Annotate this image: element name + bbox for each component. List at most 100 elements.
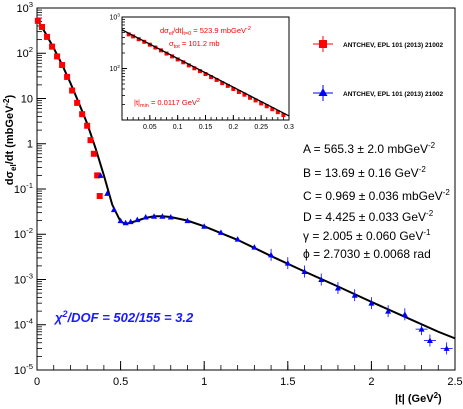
y-tick-label: 102 — [109, 64, 120, 73]
data-point-blue — [184, 217, 191, 224]
param-b: B = 13.69 ± 0.16 GeV-2 — [303, 165, 426, 180]
legend-triangle-marker — [318, 88, 328, 96]
data-point-blue — [318, 276, 325, 282]
data-point-blue — [385, 308, 392, 314]
data-point-blue — [117, 217, 124, 224]
x-tick-label: 0.05 — [143, 124, 157, 131]
y-tick-label: 10-3 — [14, 271, 33, 286]
data-point-blue — [268, 251, 275, 258]
x-tick-label: 0.5 — [113, 376, 128, 388]
data-point-blue — [104, 190, 111, 196]
y-axis-title: dσel/dt (mbGeV-2) — [2, 94, 18, 185]
data-point-blue — [97, 172, 104, 178]
inset-data-point — [242, 92, 247, 97]
inset-annotation-sigma-tot: σtot = 101.2 mb — [169, 39, 220, 50]
data-point-blue — [159, 213, 166, 219]
data-point-blue — [127, 218, 134, 225]
inset-background — [116, 13, 292, 126]
legend-square-marker — [319, 40, 327, 48]
y-tick-label: 1 — [27, 139, 33, 151]
data-point-blue — [217, 229, 224, 235]
data-point-blue — [351, 292, 358, 298]
inset-data-point — [253, 98, 258, 103]
y-tick-label: 10-5 — [14, 362, 33, 377]
data-point-blue — [134, 216, 141, 223]
data-point-blue — [122, 219, 129, 226]
x-tick-label: 0 — [34, 376, 40, 388]
data-point-red — [64, 73, 71, 80]
inset-data-point — [225, 83, 230, 88]
data-point-blue — [368, 300, 375, 306]
data-point-red — [44, 33, 51, 40]
x-tick-label: 0.1 — [173, 124, 183, 131]
inset-data-point — [275, 110, 280, 115]
x-tick-label: 0.3 — [284, 124, 294, 131]
x-tick-label: 2.5 — [447, 376, 462, 388]
inset-data-point — [186, 63, 191, 68]
fit-parameters: A = 565.3 ± 2.0 mbGeV-2 B = 13.69 ± 0.16… — [303, 141, 450, 261]
param-c: C = 0.969 ± 0.036 mbGeV-2 — [303, 188, 450, 203]
data-point-blue — [426, 337, 433, 343]
param-gamma: γ = 2.005 ± 0.060 GeV-1 — [303, 228, 431, 243]
inset-data-point — [236, 89, 241, 94]
inset-data-point — [259, 101, 264, 106]
data-point-blue — [142, 214, 149, 220]
inset-annotations: dσel/dt|t=0 = 523.9 mbGeV-2 σtot = 101.2… — [134, 26, 251, 109]
data-point-red — [49, 43, 56, 50]
x-axis-title: |t| (GeV2) — [395, 391, 442, 405]
legend-label-blue: ANTCHEV, EPL 101 (2013) 21002 — [343, 91, 443, 98]
inset-data-point — [197, 69, 202, 74]
y-tick-label: 10-1 — [14, 181, 33, 196]
main-axes: 0 0.5 1 1.5 2 2.5 10-5 10-4 10-3 10-2 10-1 1 10 102 10… — [14, 0, 463, 388]
main-blue-series — [97, 172, 453, 355]
data-point-red — [94, 172, 101, 179]
y-tick-label: 10-2 — [14, 226, 33, 241]
data-point-red — [39, 24, 46, 31]
param-a: A = 565.3 ± 2.0 mbGeV-2 — [303, 141, 436, 156]
legend: ANTCHEV, EPL 101 (2013) 21002 ANTCHEV, E… — [313, 36, 443, 101]
data-point-red — [74, 99, 81, 106]
data-point-red — [69, 87, 76, 94]
inset-data-point — [181, 60, 186, 65]
data-point-blue — [167, 214, 174, 220]
data-point-red — [54, 53, 61, 60]
inset-data-point — [209, 75, 214, 80]
inset-data-point — [170, 54, 175, 59]
legend-entry-blue: ANTCHEV, EPL 101 (2013) 21002 — [313, 85, 443, 101]
legend-label-red: ANTCHEV, EPL 101 (2013) 21002 — [343, 42, 443, 49]
y-tick-label: 10-4 — [14, 317, 34, 332]
data-point-red — [79, 111, 86, 118]
y-tick-label: 10 — [21, 93, 33, 105]
inset-data-point — [248, 95, 253, 100]
data-point-blue — [201, 223, 208, 229]
data-point-blue — [418, 326, 425, 332]
param-d: D = 4.425 ± 0.033 GeV-2 — [303, 209, 434, 224]
x-tick-label: 0.2 — [228, 124, 238, 131]
legend-entry-red: ANTCHEV, EPL 101 (2013) 21002 — [313, 36, 443, 52]
inset-data-point — [136, 37, 141, 42]
data-point-red — [59, 61, 66, 68]
inset-fit-line-path — [121, 29, 290, 117]
chi2-annotation: χ2/DOF = 502/155 = 3.2 — [53, 309, 194, 325]
data-point-red — [96, 193, 103, 200]
data-point-red — [87, 137, 94, 144]
data-point-blue — [251, 244, 258, 250]
x-tick-label: 1.5 — [280, 376, 295, 388]
x-tick-label: 0.25 — [254, 124, 268, 131]
data-point-red — [90, 150, 97, 157]
inset-data-point — [270, 107, 275, 112]
inset-data-point — [164, 51, 169, 56]
inset-data-point — [220, 81, 225, 86]
data-point-blue — [301, 268, 308, 275]
y-tick-label: 103 — [16, 0, 33, 15]
inset-annotation-tmin: |t|min = 0.0117 GeV2 — [134, 98, 200, 109]
x-tick-label: 2 — [368, 376, 374, 388]
inset-axes: 0.05 0.1 0.15 0.2 0.25 0.3 102 103 — [109, 12, 294, 131]
data-point-red — [84, 122, 91, 129]
inset-data-point — [214, 77, 219, 82]
data-point-red — [34, 17, 41, 24]
x-tick-label: 1 — [201, 376, 207, 388]
param-phi: ϕ = 2.7030 ± 0.0068 rad — [303, 247, 431, 261]
inset-fit-line — [121, 29, 290, 117]
